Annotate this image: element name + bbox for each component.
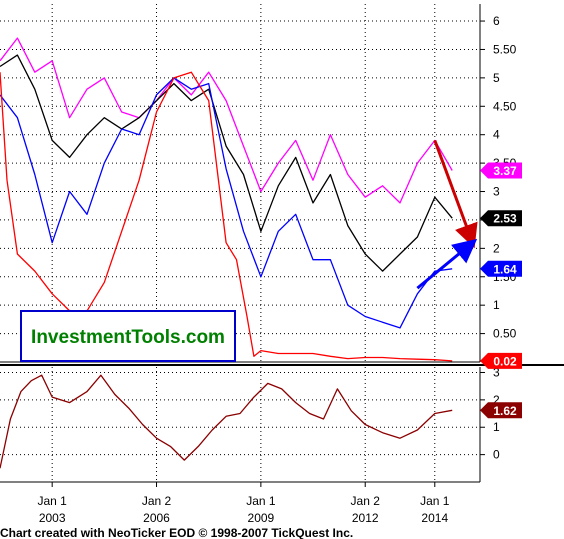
- y-tick-label: 3: [493, 365, 500, 379]
- y-tick-label: 2: [493, 393, 500, 407]
- last-value-badge: [480, 260, 522, 277]
- series-line-0-3: [0, 71, 453, 362]
- last-value-badges: 3.37 2.53 1.64 0.02 1.62: [480, 162, 522, 419]
- annotation-arrow: [416, 238, 478, 290]
- series-line-1-0: [0, 374, 453, 469]
- y-tick-label: 5: [493, 71, 500, 85]
- series-line-0-1: [0, 54, 453, 272]
- x-tick-label-line1: Jan 2: [142, 494, 172, 508]
- series-layer: [0, 37, 453, 469]
- x-tick-label-line2: 2009: [248, 511, 275, 525]
- y-tick-label: 2: [493, 241, 500, 255]
- x-tick-label-line1: Jan 1: [37, 494, 67, 508]
- x-tick-label-line1: Jan 1: [420, 494, 450, 508]
- y-tick-label: 6: [493, 14, 500, 28]
- x-tick-label-line1: Jan 2: [351, 494, 381, 508]
- x-tick-label-line2: 2006: [143, 511, 170, 525]
- brand-text[interactable]: InvestmentTools.com: [31, 327, 225, 348]
- brand-box[interactable]: InvestmentTools.com: [20, 310, 236, 362]
- x-tick-label-line2: 2014: [421, 511, 448, 525]
- credit-text: Chart created with NeoTicker EOD © 1998-…: [0, 526, 353, 539]
- y-tick-label: 0: [493, 448, 500, 462]
- y-tick-label: 3: [493, 185, 500, 199]
- annotation-arrow: [433, 139, 478, 249]
- last-value-label: 0.02: [493, 354, 517, 368]
- series-line-0-0: [0, 37, 453, 204]
- x-tick-label-line2: 2012: [352, 511, 379, 525]
- y-tick-label: 1: [493, 298, 500, 312]
- brand-box-frame: [20, 310, 236, 362]
- y-tick-label: 1: [493, 420, 500, 434]
- x-tick-label-line1: Jan 1: [246, 494, 276, 508]
- y-tick-label: 4: [493, 128, 500, 142]
- y-tick-label: 5.50: [493, 42, 517, 56]
- x-tick-label-line2: 2003: [39, 511, 66, 525]
- last-value-badge: [480, 402, 522, 419]
- series-line-0-2: [0, 77, 453, 329]
- last-value-badge: [480, 162, 522, 179]
- last-value-label: 3.37: [493, 164, 517, 178]
- x-axis-ticks: Jan 1 2003 Jan 2 2006 Jan 1 2009 Jan 2 2012 Jan …: [37, 482, 450, 525]
- last-value-badge: [480, 352, 522, 369]
- last-value-label: 1.62: [493, 404, 517, 418]
- panel-frames: [0, 4, 564, 483]
- last-value-label: 1.64: [493, 262, 517, 276]
- y-tick-label: 0.50: [493, 327, 517, 341]
- last-value-label: 2.53: [493, 212, 517, 226]
- annotation-arrows: [416, 139, 478, 290]
- y-tick-label: 4.50: [493, 99, 517, 113]
- last-value-badge: [480, 210, 522, 227]
